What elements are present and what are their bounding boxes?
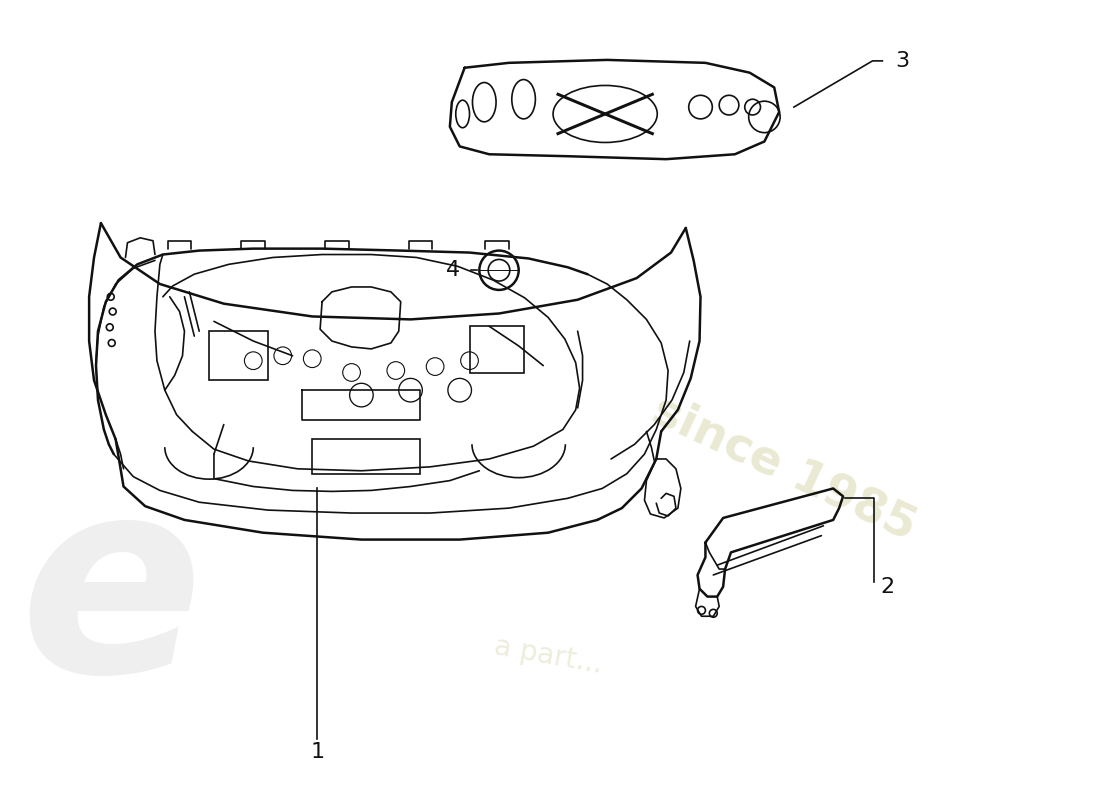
Text: 1: 1 <box>310 742 324 762</box>
Bar <box>312 439 420 474</box>
Text: 4: 4 <box>446 260 460 280</box>
Text: since 1985: since 1985 <box>645 388 923 550</box>
Text: a part...: a part... <box>492 632 605 679</box>
Text: 2: 2 <box>880 577 894 597</box>
Bar <box>470 326 524 374</box>
Text: 3: 3 <box>895 51 910 71</box>
Text: e: e <box>19 466 202 727</box>
Bar <box>209 331 268 380</box>
